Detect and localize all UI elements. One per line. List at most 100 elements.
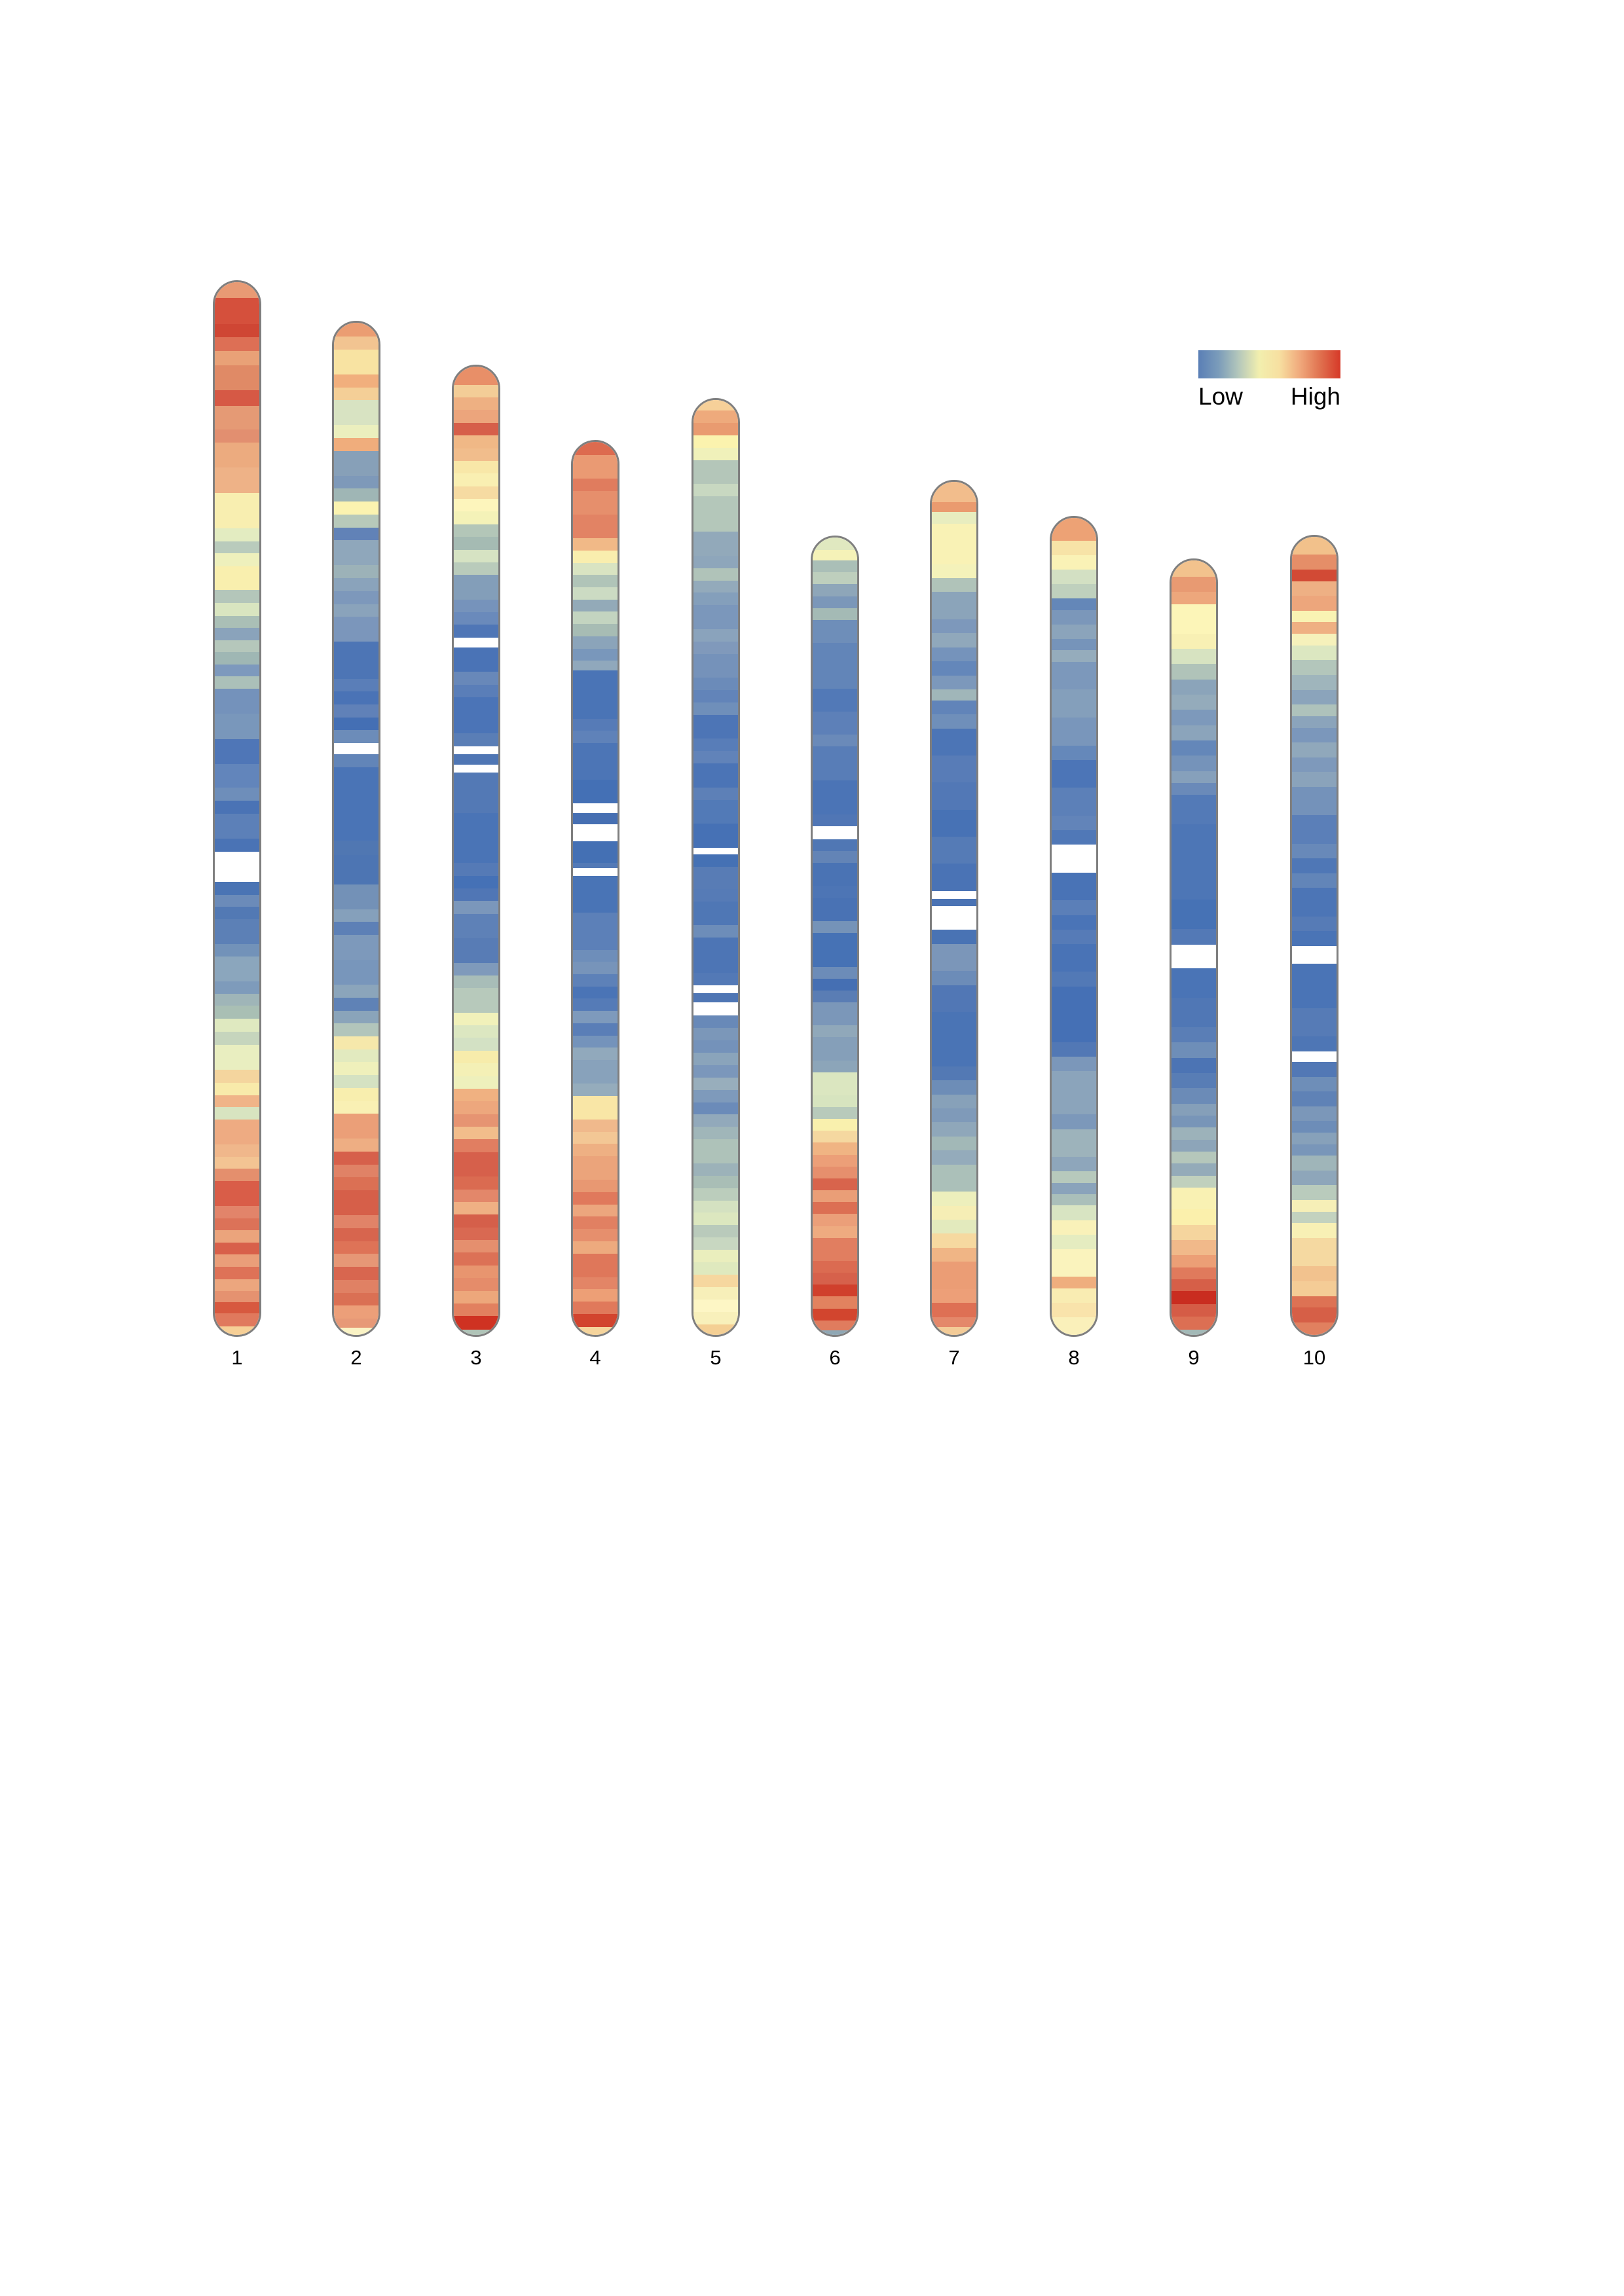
band (334, 540, 378, 566)
band (334, 387, 378, 401)
band (1172, 1255, 1216, 1267)
band (215, 615, 259, 629)
band (1292, 931, 1337, 946)
chromosome-label: 10 (1302, 1346, 1326, 1369)
band (454, 672, 498, 685)
band (334, 743, 378, 755)
band (693, 690, 738, 702)
band (215, 1156, 259, 1169)
band (334, 337, 378, 350)
band (813, 642, 857, 689)
band (1052, 929, 1096, 944)
band (215, 1279, 259, 1292)
band (693, 460, 738, 484)
band (813, 991, 857, 1003)
band (1052, 1129, 1096, 1157)
band (693, 605, 738, 629)
band (454, 684, 498, 698)
band (1292, 704, 1337, 716)
band (1172, 1073, 1216, 1089)
band (573, 538, 618, 551)
band (693, 555, 738, 568)
band (215, 664, 259, 677)
band (1052, 624, 1096, 639)
band (573, 1048, 618, 1061)
band (813, 1166, 857, 1178)
band (454, 599, 498, 613)
legend-low-label: Low (1198, 383, 1243, 410)
band (334, 475, 378, 489)
band (573, 1180, 618, 1192)
band (1172, 725, 1216, 740)
band (1292, 858, 1337, 873)
band (334, 909, 378, 922)
band (813, 1072, 857, 1095)
band (334, 1215, 378, 1228)
band (334, 488, 378, 502)
band (1052, 1288, 1096, 1303)
band (1052, 1042, 1096, 1057)
band (573, 1229, 618, 1241)
band (215, 1242, 259, 1255)
band (1292, 634, 1337, 646)
band (932, 1108, 976, 1123)
band (573, 1302, 618, 1314)
chromosome-5 (692, 398, 740, 1337)
band (1172, 664, 1216, 680)
band (454, 1025, 498, 1038)
band (454, 863, 498, 876)
band (454, 575, 498, 600)
band (215, 1266, 259, 1279)
band (1292, 1036, 1337, 1051)
band (1052, 788, 1096, 816)
band (932, 1094, 976, 1109)
band (454, 647, 498, 672)
band (454, 473, 498, 486)
band (693, 678, 738, 691)
band (1292, 1211, 1337, 1224)
band (1292, 1076, 1337, 1092)
band (693, 787, 738, 800)
band (215, 800, 259, 814)
band (813, 1330, 857, 1335)
band (573, 731, 618, 743)
band (813, 1142, 857, 1155)
band (813, 1214, 857, 1226)
band (454, 1076, 498, 1089)
band (215, 351, 259, 365)
band (813, 560, 857, 573)
band (215, 1291, 259, 1303)
band (1292, 964, 1337, 1008)
band (215, 1230, 259, 1243)
band (215, 839, 259, 852)
band (334, 678, 378, 692)
band (813, 689, 857, 712)
band (1292, 727, 1337, 743)
band (334, 1152, 378, 1165)
band (1172, 824, 1216, 900)
band (693, 532, 738, 556)
band (573, 803, 618, 813)
band (1172, 1163, 1216, 1176)
band (693, 702, 738, 715)
band (573, 913, 618, 950)
band (813, 1119, 857, 1131)
band (334, 578, 378, 591)
band (573, 611, 618, 625)
band (693, 973, 738, 986)
band (454, 511, 498, 524)
band (215, 1169, 259, 1181)
band (334, 349, 378, 374)
band (454, 1101, 498, 1114)
band (1052, 1248, 1096, 1277)
band (454, 637, 498, 647)
band (334, 1318, 378, 1328)
band (215, 1218, 259, 1231)
band (215, 492, 259, 528)
band (813, 1178, 857, 1191)
band (932, 930, 976, 944)
band (1052, 943, 1096, 972)
band (573, 949, 618, 962)
band (1172, 756, 1216, 771)
band (334, 730, 378, 744)
